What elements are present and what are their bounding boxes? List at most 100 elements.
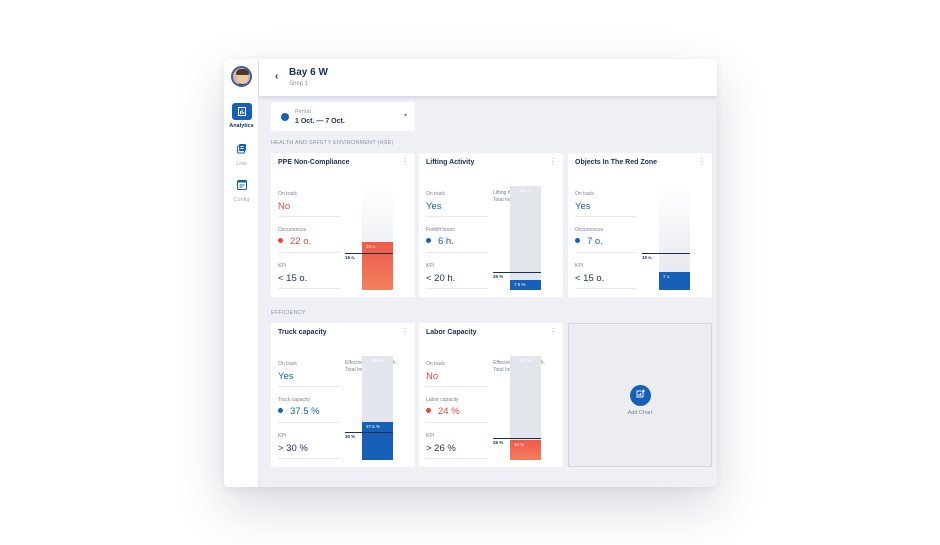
add-chart-label: Add Chart [627,410,653,416]
kpi-value: < 20 h. [426,273,456,284]
status-dot [278,238,283,243]
divider [426,386,488,387]
section-title-hse: HEALTH AND SAFETY ENVIRONMENT (HSE) [271,140,394,146]
kpi-bar-track: 100 % 37.5 % [362,356,393,460]
sidebar-item-line[interactable]: Line [224,141,259,167]
bar-value-label: 37.5 % [366,424,381,429]
divider [426,216,488,217]
clock-icon [281,113,289,121]
kpi-threshold-line [493,272,541,273]
kpi-card: Lifting Activity ⋮ On track Yes Forklift… [419,153,563,297]
more-options-icon[interactable]: ⋮ [549,157,557,166]
divider [575,216,637,217]
bar-value-label: 7 o. [663,274,671,279]
more-options-icon[interactable]: ⋮ [401,327,409,336]
full-scale-label: 100 % [371,358,384,363]
page-title: Bay 6 W [289,67,328,78]
kpi-card: Truck capacity ⋮ On track Yes Truck capa… [271,323,415,467]
kpi-threshold-label: 15 o. [642,255,653,260]
kpi-threshold-line [345,253,393,254]
status-dot [426,408,431,413]
metric-value: 7 o. [575,236,603,247]
card-title: PPE Non-Compliance [278,159,350,166]
on-track-label: On track [575,191,594,197]
kpi-value: > 26 % [426,443,456,454]
divider [278,458,340,459]
period-value: 1 Oct. — 7 Oct. [295,118,345,125]
chevron-down-icon: ▾ [404,113,408,119]
divider [278,216,340,217]
kpi-threshold-line [345,432,393,433]
kpi-bar-fill: 7.5 % [510,280,541,290]
on-track-label: On track [426,191,445,197]
kpi-bar-fill: 22 o. [362,242,393,290]
status-dot [278,408,283,413]
kpi-bar-track: 7 o. [659,186,690,290]
kpi-card: PPE Non-Compliance ⋮ On track No Occurre… [271,153,415,297]
card-title: Truck capacity [278,329,327,336]
section-title-efficiency: EFFICIENCY [271,310,306,316]
full-scale-label: 100 % [519,188,532,193]
app-window: Analytics Line [224,59,717,487]
kpi-bar-track: 100 % 7.5 % [510,186,541,290]
page-subtitle: Shop 1 [289,81,309,87]
period-select[interactable]: Period 1 Oct. — 7 Oct. ▾ [271,102,415,131]
status-dot [426,238,431,243]
add-chart-button[interactable] [630,385,651,406]
bar-value-label: 24 % [514,442,525,447]
bar-value-label: 22 o. [366,244,377,249]
sidebar-item-label: Line [236,161,247,167]
add-chart-icon [630,389,651,401]
card-title: Labor Capacity [426,329,477,336]
avatar[interactable] [231,66,252,87]
kpi-threshold-line [493,438,541,439]
metric-label: Labor capacity [426,397,459,403]
more-options-icon[interactable]: ⋮ [549,327,557,336]
divider [575,288,637,289]
kpi-value: > 30 % [278,443,308,454]
analytics-icon [231,103,252,120]
metric-value: 24 % [426,406,460,417]
divider [575,252,637,253]
period-label: Period [295,109,311,115]
on-track-value: Yes [575,201,591,212]
on-track-value: Yes [278,371,294,382]
on-track-value: No [278,201,291,212]
metric-label: Truck capacity [278,397,311,403]
metric-value: 6 h. [426,236,454,247]
card-title: Objects In The Red Zone [575,159,658,166]
kpi-threshold-label: 30 % [345,434,356,439]
sidebar-item-label: Config [233,197,250,203]
kpi-label: KPI [278,263,287,269]
on-track-label: On track [278,191,297,197]
divider [278,252,340,253]
kpi-card: Labor Capacity ⋮ On track No Labor capac… [419,323,563,467]
metric-label: Forklift hours [426,227,455,233]
chevron-left-icon[interactable]: ‹ [275,71,279,82]
kpi-label: KPI [278,433,287,439]
bar-value-label: 7.5 % [514,282,526,287]
kpi-label: KPI [426,433,435,439]
sidebar-item-config[interactable]: Config [224,177,259,203]
kpi-label: KPI [575,263,584,269]
status-dot [575,238,580,243]
divider [426,288,488,289]
divider [426,252,488,253]
kpi-label: KPI [426,263,435,269]
more-options-icon[interactable]: ⋮ [401,157,409,166]
kpi-value: < 15 o. [278,273,308,284]
divider [278,288,340,289]
metric-label: Occurrences [278,227,307,233]
config-icon [232,177,252,194]
kpi-value: < 15 o. [575,273,605,284]
kpi-bar-track: 22 o. [362,186,393,290]
top-bar: ‹ Bay 6 W Shop 1 [259,59,717,96]
metric-value: 37.5 % [278,406,320,417]
line-icon [232,141,252,158]
kpi-bar-fill: 24 % [510,440,541,460]
sidebar-item-analytics[interactable]: Analytics [224,103,259,129]
add-chart-card[interactable]: Add Chart [568,323,712,467]
kpi-bar-fill: 37.5 % [362,422,393,460]
more-options-icon[interactable]: ⋮ [698,157,706,166]
divider [426,458,488,459]
